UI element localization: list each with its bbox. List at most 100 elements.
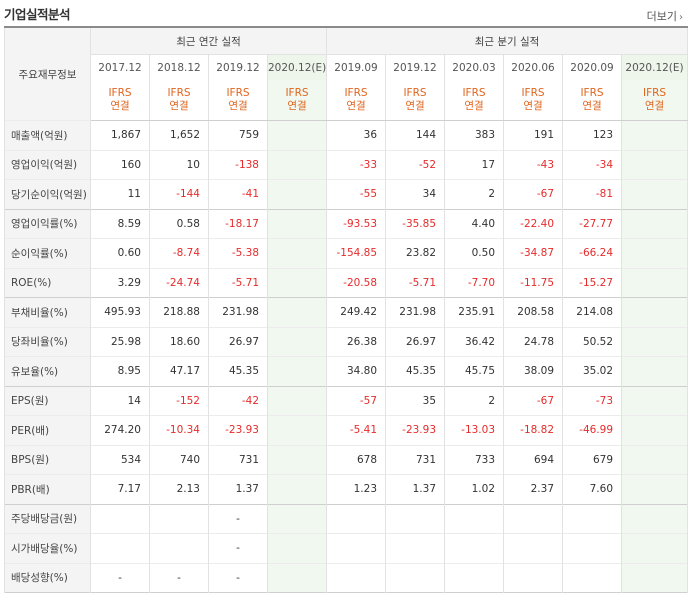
value-cell: 8.95: [90, 356, 150, 386]
value-cell: -55: [326, 179, 387, 209]
value-cell: [621, 238, 689, 268]
value-cell: -35.85: [385, 209, 446, 239]
value-cell: 214.08: [562, 297, 623, 327]
value-cell: 38.09: [503, 356, 564, 386]
quarter-period-header: 2020.12(E): [621, 54, 689, 80]
value-cell: [266, 533, 328, 563]
value-cell: [621, 150, 689, 180]
basis-label: IFRS 연결: [149, 80, 209, 121]
basis-line2: 연결: [110, 100, 130, 112]
value-cell: 18.60: [149, 327, 209, 357]
value-cell: -23.93: [208, 415, 268, 445]
value-cell: -152: [149, 386, 209, 416]
value-cell: [621, 120, 689, 150]
value-cell: [385, 533, 446, 563]
value-cell: 231.98: [385, 297, 446, 327]
basis-line1: IFRS: [521, 87, 545, 99]
basis-label: IFRS 연결: [385, 80, 446, 121]
value-cell: 47.17: [149, 356, 209, 386]
value-cell: 50.52: [562, 327, 623, 357]
value-cell: 2: [444, 179, 505, 209]
value-cell: -: [208, 504, 268, 534]
value-cell: -93.53: [326, 209, 387, 239]
value-cell: 1.02: [444, 474, 505, 504]
table-row: 주당배당금(원) -: [4, 504, 689, 534]
table-row: BPS(원) 534 740 731 678 731 733 694 679: [4, 445, 689, 475]
value-cell: 36: [326, 120, 387, 150]
more-link[interactable]: 더보기 ›: [647, 8, 683, 24]
annual-header: 최근 연간 실적: [89, 26, 328, 55]
value-cell: 2.37: [503, 474, 564, 504]
value-cell: 17: [444, 150, 505, 180]
row-label: 순이익률(%): [4, 238, 91, 268]
value-cell: [621, 356, 689, 386]
value-cell: -66.24: [562, 238, 623, 268]
value-cell: 26.97: [385, 327, 446, 357]
value-cell: -144: [149, 179, 209, 209]
basis-line2: 연결: [644, 100, 665, 112]
value-cell: [266, 327, 328, 357]
value-cell: 1,652: [149, 120, 209, 150]
table-row: PBR(배) 7.17 2.13 1.37 1.23 1.37 1.02 2.37 7.60: [4, 474, 689, 504]
value-cell: -34.87: [503, 238, 564, 268]
basis-line1: IFRS: [226, 87, 250, 99]
value-cell: [621, 474, 689, 504]
row-label: 시가배당율(%): [4, 533, 91, 563]
value-cell: [149, 533, 209, 563]
value-cell: 0.50: [444, 238, 505, 268]
value-cell: 14: [90, 386, 150, 416]
row-label: 유보율(%): [4, 356, 91, 386]
value-cell: 0.58: [149, 209, 209, 239]
value-cell: -: [90, 563, 150, 593]
corner-header: 주요재무정보: [4, 26, 91, 121]
value-cell: -33: [326, 150, 387, 180]
value-cell: -8.74: [149, 238, 209, 268]
value-cell: -67: [503, 386, 564, 416]
value-cell: -73: [562, 386, 623, 416]
value-cell: 25.98: [90, 327, 150, 357]
row-label: BPS(원): [4, 445, 91, 475]
basis-label: IFRS 연결: [326, 80, 387, 121]
value-cell: -52: [385, 150, 446, 180]
value-cell: 24.78: [503, 327, 564, 357]
value-cell: 144: [385, 120, 446, 150]
annual-period-header: 2017.12: [90, 54, 150, 80]
value-cell: 7.60: [562, 474, 623, 504]
value-cell: [266, 504, 328, 534]
value-cell: 1,867: [90, 120, 150, 150]
value-cell: -5.41: [326, 415, 387, 445]
value-cell: -23.93: [385, 415, 446, 445]
value-cell: 10: [149, 150, 209, 180]
value-cell: -5.38: [208, 238, 268, 268]
value-cell: [266, 563, 328, 593]
quarter-header: 최근 분기 실적: [326, 26, 689, 55]
row-label: PBR(배): [4, 474, 91, 504]
basis-line2: 연결: [287, 100, 307, 112]
table-row: EPS(원) 14 -152 -42 -57 35 2 -67 -73: [4, 386, 689, 416]
value-cell: [326, 504, 387, 534]
row-label: 주당배당금(원): [4, 504, 91, 534]
table-row: 영업이익(억원) 160 10 -138 -33 -52 17 -43 -34: [4, 150, 689, 180]
basis-line2: 연결: [523, 100, 543, 112]
value-cell: [621, 327, 689, 357]
value-cell: [503, 504, 564, 534]
value-cell: [444, 563, 505, 593]
value-cell: [621, 268, 689, 298]
quarter-period-header: 2019.12: [385, 54, 446, 80]
annual-period-header: 2018.12: [149, 54, 209, 80]
table-row: 당기순이익(억원) 11 -144 -41 -55 34 2 -67 -81: [4, 179, 689, 209]
value-cell: 740: [149, 445, 209, 475]
value-cell: -18.82: [503, 415, 564, 445]
table-row: 당좌비율(%) 25.98 18.60 26.97 26.38 26.97 36.42 24.…: [4, 327, 689, 357]
value-cell: -: [208, 533, 268, 563]
row-label: 당기순이익(억원): [4, 179, 91, 209]
value-cell: [503, 533, 564, 563]
basis-line2: 연결: [405, 100, 425, 112]
basis-line2: 연결: [464, 100, 484, 112]
value-cell: -22.40: [503, 209, 564, 239]
table-row: 영업이익률(%) 8.59 0.58 -18.17 -93.53 -35.85 4.40 -2…: [4, 209, 689, 239]
value-cell: 35.02: [562, 356, 623, 386]
value-cell: 191: [503, 120, 564, 150]
value-cell: -57: [326, 386, 387, 416]
value-cell: -5.71: [208, 268, 268, 298]
